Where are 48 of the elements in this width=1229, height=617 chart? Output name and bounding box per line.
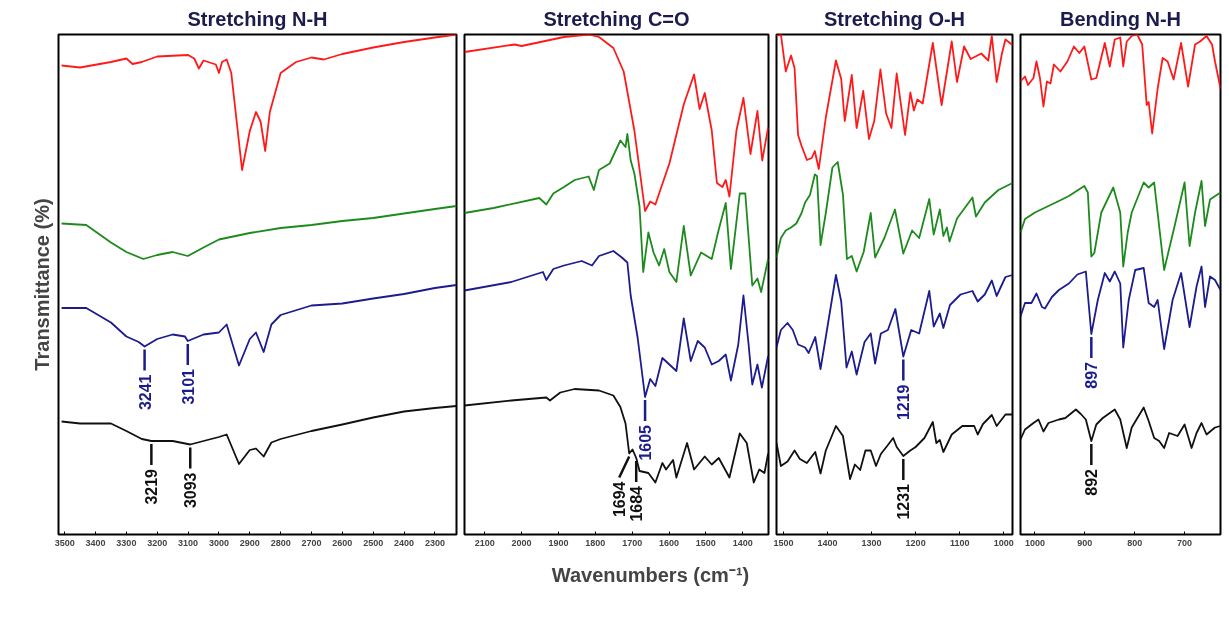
annotation: 3219 (143, 468, 161, 505)
annotation: 3101 (179, 368, 197, 405)
x-tick-label: 3400 (85, 537, 106, 548)
x-tick-label: 3500 (54, 537, 75, 548)
annotation: 1684 (628, 485, 646, 522)
x-tick-label: 2100 (474, 537, 495, 548)
x-tick-label: 700 (1177, 537, 1193, 548)
x-tick-label: 1000 (993, 537, 1014, 548)
chart-title: Bending N-H (1059, 7, 1182, 30)
x-tick-label: 1700 (622, 537, 643, 548)
x-tick-label: 1300 (861, 537, 882, 548)
x-tick-label: 1400 (817, 537, 838, 548)
x-tick-label: 3000 (208, 537, 229, 548)
annotation: 1231 (895, 483, 913, 520)
x-tick-label: 1900 (548, 537, 569, 548)
x-tick-label: 2000 (511, 537, 532, 548)
x-tick-label: 1800 (585, 537, 606, 548)
x-tick-label: 2900 (239, 537, 260, 548)
x-axis-title: Wavenumbers (cm⁻¹) (551, 563, 750, 586)
x-tick-label: 2600 (332, 537, 353, 548)
y-axis-title: Transmittance (%) (30, 198, 53, 371)
x-tick-label: 2300 (424, 537, 445, 548)
chart-title: Stretching C=O (543, 7, 690, 30)
annotation: 1219 (895, 384, 913, 421)
x-tick-label: 1500 (773, 537, 794, 548)
x-tick-label: 3300 (116, 537, 137, 548)
annotation: 892 (1083, 468, 1101, 496)
x-tick-label: 2800 (270, 537, 291, 548)
x-tick-label: 1500 (695, 537, 716, 548)
x-tick-label: 2400 (394, 537, 415, 548)
annotation: 897 (1083, 361, 1101, 389)
x-tick-label: 1100 (949, 537, 970, 548)
annotation: 1605 (637, 424, 655, 461)
annotation: 1694 (611, 481, 629, 518)
x-tick-label: 1200 (905, 537, 926, 548)
x-tick-label: 800 (1127, 537, 1143, 548)
x-tick-label: 2700 (301, 537, 322, 548)
x-tick-label: 3200 (147, 537, 168, 548)
annotation: 3241 (136, 374, 154, 411)
x-tick-label: 1400 (732, 537, 753, 548)
x-tick-label: 1600 (659, 537, 680, 548)
x-tick-label: 900 (1077, 537, 1093, 548)
x-tick-label: 3100 (178, 537, 199, 548)
chart-title: Stretching O-H (823, 7, 966, 30)
annotation: 3093 (182, 472, 200, 509)
x-tick-label: 1000 (1024, 537, 1045, 548)
chart-title: Stretching N-H (187, 7, 328, 30)
x-tick-label: 2500 (363, 537, 384, 548)
